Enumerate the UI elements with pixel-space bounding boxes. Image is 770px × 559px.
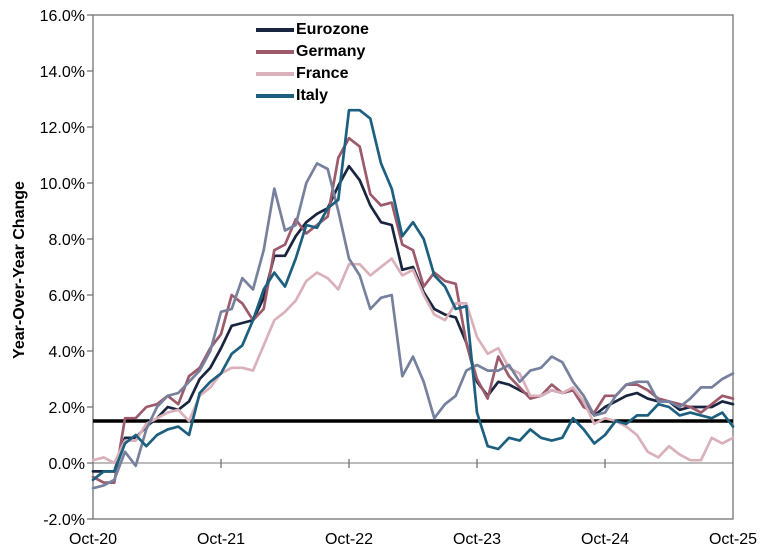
legend-swatch	[256, 94, 294, 98]
y-tick-label: 12.0%	[40, 120, 85, 137]
legend-item-france: France	[256, 63, 369, 85]
legend-swatch	[256, 50, 294, 54]
y-axis-title: Year-Over-Year Change	[11, 181, 28, 359]
legend-swatch	[256, 72, 294, 76]
y-tick-label: 6.0%	[49, 288, 85, 305]
y-tick-label: 0.0%	[49, 456, 85, 473]
legend-label: France	[296, 65, 349, 82]
series-line-italy	[91, 108, 735, 482]
legend-label: Italy	[296, 87, 329, 104]
x-tick-label: Oct-23	[453, 531, 501, 548]
legend-item-germany: Germany	[256, 41, 369, 63]
legend-label: Germany	[296, 43, 366, 60]
x-tick-label: Oct-20	[69, 531, 117, 548]
x-tick-label: Oct-22	[325, 531, 373, 548]
y-tick-label: 4.0%	[49, 344, 85, 361]
y-tick-label: 14.0%	[40, 64, 85, 81]
x-tick-label: Oct-24	[581, 531, 629, 548]
plot-border	[92, 14, 734, 520]
y-tick-label: 8.0%	[49, 232, 85, 249]
series-line-eurozone	[91, 164, 735, 473]
y-tick-label: 10.0%	[40, 176, 85, 193]
legend-label: Eurozone	[296, 21, 369, 38]
y-tick-label: 2.0%	[49, 400, 85, 417]
legend: Eurozone Germany France Italy	[256, 19, 369, 107]
y-tick-label: 16.0%	[40, 8, 85, 25]
legend-item-eurozone: Eurozone	[256, 19, 369, 41]
legend-swatch	[256, 28, 294, 32]
x-tick-label: Oct-21	[197, 531, 245, 548]
legend-item-italy: Italy	[256, 85, 369, 107]
y-tick-label: -2.0%	[43, 512, 85, 529]
series-line-unlabeled	[91, 162, 735, 490]
x-tick-label: Oct-25	[709, 531, 757, 548]
